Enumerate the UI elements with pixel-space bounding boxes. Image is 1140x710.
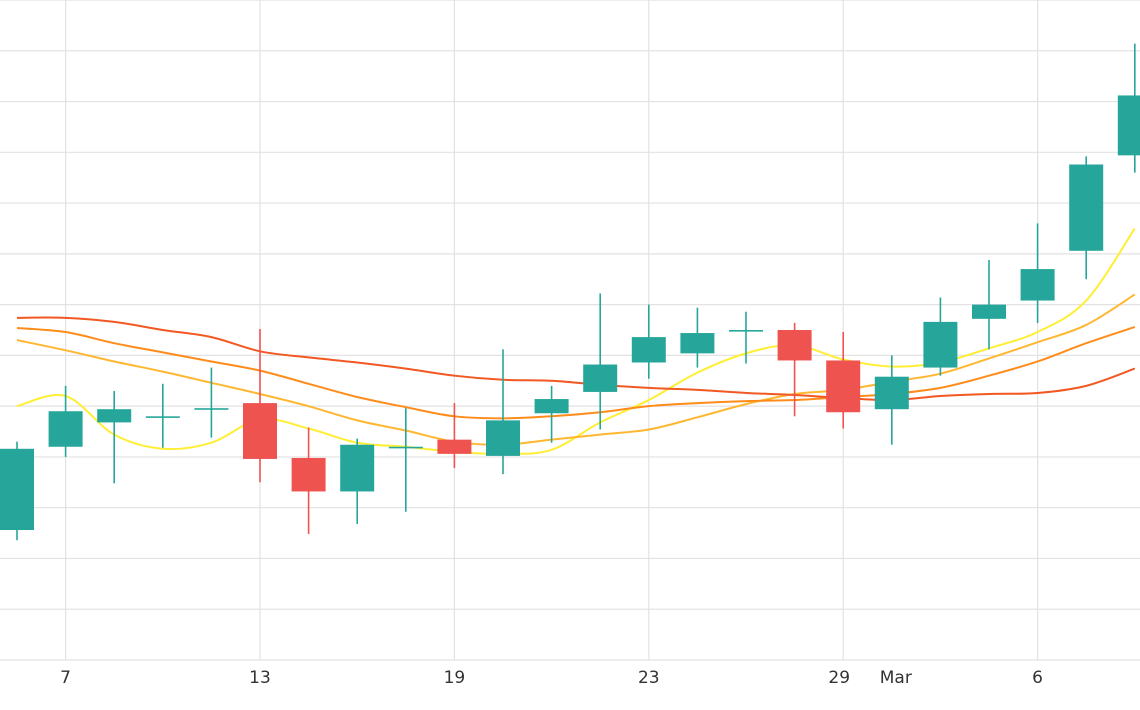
candle-body (583, 364, 618, 392)
candle-up (972, 259, 1006, 350)
candle-body (0, 448, 34, 531)
candle-up (97, 390, 132, 484)
moving-average-line (16, 293, 1136, 446)
candle-up (923, 297, 958, 376)
x-tick-label: 13 (249, 668, 271, 688)
candle-down (777, 322, 812, 417)
candle-up (486, 349, 520, 475)
moving-average-line (16, 316, 1136, 402)
candle-body (680, 333, 715, 354)
candle-body (437, 439, 472, 454)
candle-up (534, 385, 569, 443)
candle-down (826, 332, 861, 429)
candles (0, 43, 1140, 541)
moving-average-line (16, 227, 1136, 455)
x-tick-label: 29 (828, 668, 850, 688)
candle-body (631, 337, 666, 363)
candle-body (1117, 95, 1140, 156)
candle-body (340, 444, 375, 492)
x-tick-label: 6 (1032, 668, 1043, 688)
candle-body (291, 457, 326, 492)
candle-up (729, 311, 763, 364)
candle-body (1069, 164, 1104, 251)
candle-body (972, 304, 1006, 319)
candle-up (340, 438, 375, 524)
candle-body (388, 446, 423, 449)
candle-body (97, 409, 132, 423)
candle-body (826, 360, 861, 413)
candle-up (1117, 43, 1140, 173)
candle-body (194, 408, 229, 410)
candle-up (874, 355, 909, 445)
grid-lines (0, 0, 1140, 661)
x-tick-label: Mar (880, 668, 912, 688)
candle-body (1020, 269, 1055, 301)
candle-up (631, 304, 666, 379)
candle-up (1069, 156, 1104, 280)
candle-down (243, 328, 277, 483)
candle-body (874, 376, 909, 410)
candle-body (48, 411, 83, 447)
x-axis-ticks: 7 13 19 23 29 Mar 6 (60, 668, 1043, 688)
candle-body (923, 321, 958, 368)
candle-body (534, 399, 569, 414)
candle-up (680, 307, 715, 368)
x-tick-label: 7 (60, 668, 71, 688)
candle-up (194, 367, 229, 438)
candle-up (48, 385, 83, 457)
moving-average-lines (16, 227, 1136, 455)
candle-down (437, 403, 472, 469)
candle-up (388, 408, 423, 512)
candle-down (291, 427, 326, 535)
candle-up (145, 383, 180, 448)
candle-up (0, 441, 34, 541)
candle-up (1020, 223, 1055, 323)
moving-average-line (16, 326, 1136, 420)
candle-up (583, 293, 618, 430)
candle-body (777, 330, 812, 361)
candle-body (243, 403, 277, 459)
candle-body (145, 416, 180, 418)
candle-body (486, 420, 520, 456)
x-tick-label: 19 (444, 668, 466, 688)
candle-body (729, 330, 763, 332)
x-tick-label: 23 (638, 668, 660, 688)
